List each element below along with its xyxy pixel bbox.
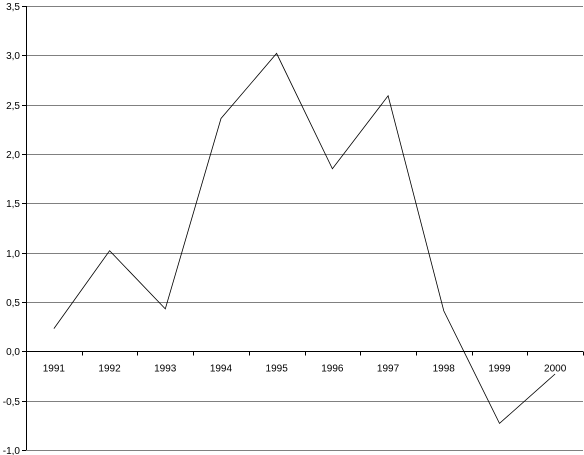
y-tick-label: 0,5 bbox=[6, 298, 20, 309]
x-tick-label: 1999 bbox=[488, 364, 511, 375]
x-tick-label: 1996 bbox=[321, 364, 344, 375]
y-tick-label: 3,0 bbox=[6, 51, 20, 62]
x-tick-label: 1997 bbox=[377, 364, 400, 375]
y-tick-label: 1,5 bbox=[6, 199, 20, 210]
x-tick-label: 2000 bbox=[544, 364, 567, 375]
y-axis-tick-labels: 3,5 3,0 2,5 2,0 1,5 1,0 0,5 0,0 -0,5 -1,0 bbox=[3, 2, 21, 455]
series-layer bbox=[53, 52, 556, 425]
x-tick-label: 1992 bbox=[98, 364, 121, 375]
x-tick-label: 1993 bbox=[154, 364, 177, 375]
y-tick-label: 3,5 bbox=[6, 2, 20, 13]
x-tick-label: 1995 bbox=[266, 364, 289, 375]
y-tick-label: -1,0 bbox=[3, 446, 21, 455]
y-tick-label: 2,0 bbox=[6, 150, 20, 161]
x-tick-label: 1998 bbox=[433, 364, 456, 375]
y-tick-label: 1,0 bbox=[6, 249, 20, 260]
y-tick-label: 0,0 bbox=[6, 347, 20, 358]
x-tick-label: 1991 bbox=[43, 364, 66, 375]
x-tick-label: 1994 bbox=[210, 364, 233, 375]
gridlines bbox=[26, 6, 583, 451]
y-tick-label: -0,5 bbox=[3, 397, 21, 408]
x-axis-tick-labels: 1991 1992 1993 1994 1995 1996 1997 1998 1999 2000 bbox=[43, 364, 567, 375]
series-line bbox=[53, 52, 556, 425]
y-tick-label: 2,5 bbox=[6, 101, 20, 112]
axes bbox=[22, 6, 584, 451]
